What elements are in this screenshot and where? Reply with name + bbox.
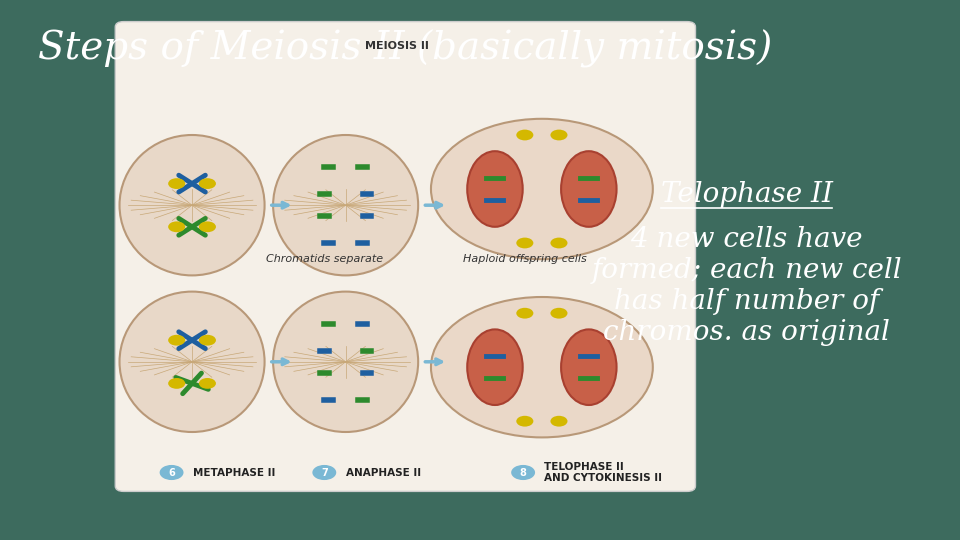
Circle shape: [516, 308, 534, 319]
Circle shape: [199, 378, 216, 389]
Text: MEIOSIS II: MEIOSIS II: [365, 41, 429, 51]
Ellipse shape: [120, 135, 265, 275]
Circle shape: [199, 221, 216, 232]
Ellipse shape: [273, 292, 419, 432]
Text: 4 new cells have
formed; each new cell
has half number of
chromos. as original: 4 new cells have formed; each new cell h…: [591, 226, 902, 347]
Circle shape: [550, 130, 567, 140]
Text: TELOPHASE II
AND CYTOKINESIS II: TELOPHASE II AND CYTOKINESIS II: [544, 462, 662, 483]
Ellipse shape: [561, 151, 616, 227]
Circle shape: [516, 130, 534, 140]
Text: 8: 8: [519, 468, 527, 477]
FancyBboxPatch shape: [115, 22, 695, 491]
Ellipse shape: [120, 292, 265, 432]
Ellipse shape: [431, 119, 653, 259]
Ellipse shape: [431, 297, 653, 437]
Text: Haploid offspring cells: Haploid offspring cells: [463, 254, 587, 264]
Text: Telophase II: Telophase II: [660, 181, 832, 208]
Ellipse shape: [273, 135, 419, 275]
Circle shape: [168, 335, 185, 346]
Circle shape: [511, 465, 535, 480]
Circle shape: [168, 221, 185, 232]
Text: 6: 6: [168, 468, 175, 477]
Text: ANAPHASE II: ANAPHASE II: [346, 468, 420, 477]
Circle shape: [516, 416, 534, 427]
Circle shape: [199, 335, 216, 346]
Circle shape: [516, 238, 534, 248]
Circle shape: [550, 308, 567, 319]
Circle shape: [550, 238, 567, 248]
Ellipse shape: [561, 329, 616, 405]
Text: METAPHASE II: METAPHASE II: [193, 468, 276, 477]
Circle shape: [168, 178, 185, 189]
Text: Chromatids separate: Chromatids separate: [266, 254, 383, 264]
Circle shape: [159, 465, 183, 480]
Text: 7: 7: [321, 468, 327, 477]
Circle shape: [312, 465, 336, 480]
Circle shape: [199, 178, 216, 189]
Circle shape: [168, 378, 185, 389]
Circle shape: [550, 416, 567, 427]
Text: Steps of Meiosis II (basically mitosis): Steps of Meiosis II (basically mitosis): [38, 29, 773, 68]
Ellipse shape: [468, 329, 522, 405]
Ellipse shape: [468, 151, 522, 227]
